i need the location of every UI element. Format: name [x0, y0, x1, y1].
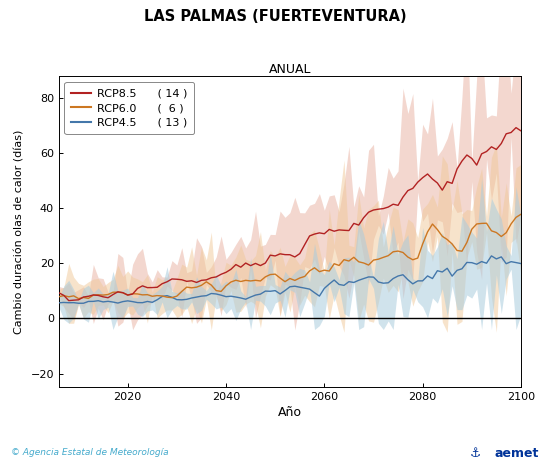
- Text: LAS PALMAS (FUERTEVENTURA): LAS PALMAS (FUERTEVENTURA): [144, 9, 406, 24]
- Text: © Agencia Estatal de Meteorología: © Agencia Estatal de Meteorología: [11, 449, 169, 457]
- Text: aemet: aemet: [494, 447, 539, 460]
- X-axis label: Año: Año: [278, 406, 302, 419]
- Y-axis label: Cambio duración olas de calor (días): Cambio duración olas de calor (días): [15, 130, 25, 334]
- Title: ANUAL: ANUAL: [269, 63, 311, 77]
- Legend: RCP8.5      ( 14 ), RCP6.0      (  6 ), RCP4.5      ( 13 ): RCP8.5 ( 14 ), RCP6.0 ( 6 ), RCP4.5 ( 13…: [64, 82, 194, 134]
- Text: ⚓: ⚓: [470, 447, 481, 460]
